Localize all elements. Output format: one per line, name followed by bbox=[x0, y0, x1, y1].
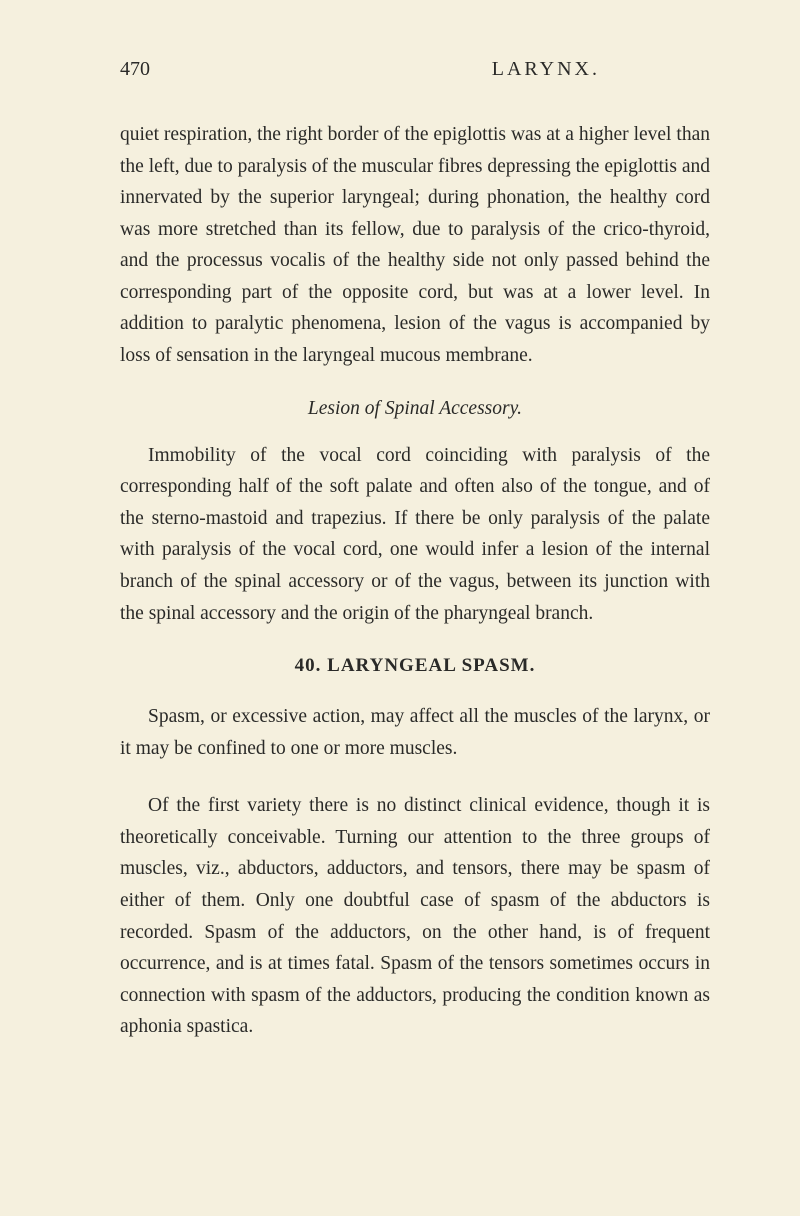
paragraph-4: Of the first variety there is no distinc… bbox=[120, 790, 710, 1043]
section-heading-lesion: Lesion of Spinal Accessory. bbox=[120, 398, 710, 420]
paragraph-2: Immobility of the vocal cord coinciding … bbox=[120, 440, 710, 629]
page-header: 470 LARYNX. bbox=[120, 58, 710, 81]
paragraph-3: Spasm, or excessive action, may affect a… bbox=[120, 701, 710, 764]
page-number: 470 bbox=[120, 58, 150, 81]
page-title: LARYNX. bbox=[492, 58, 600, 81]
section-heading-spasm: 40. LARYNGEAL SPASM. bbox=[120, 655, 710, 677]
paragraph-1: quiet respiration, the right border of t… bbox=[120, 119, 710, 372]
